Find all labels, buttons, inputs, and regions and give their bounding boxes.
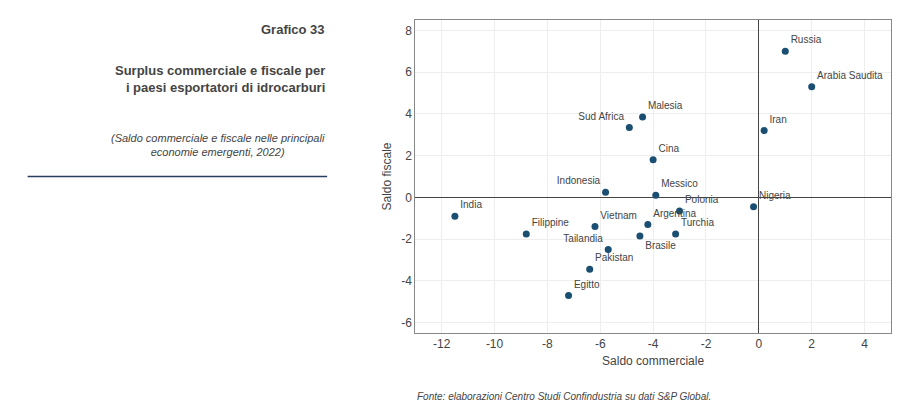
svg-text:Saldo fiscale: Saldo fiscale [380, 142, 394, 210]
svg-text:0: 0 [756, 337, 763, 351]
svg-text:India: India [460, 199, 482, 210]
svg-text:Nigeria: Nigeria [759, 190, 791, 201]
svg-text:Pakistan: Pakistan [595, 252, 633, 263]
svg-text:-12: -12 [433, 337, 451, 351]
svg-text:Russia: Russia [791, 34, 822, 45]
svg-text:Sud Africa: Sud Africa [578, 111, 624, 122]
svg-text:-6: -6 [401, 316, 412, 330]
svg-text:Fonte: elaborazioni Centro Stu: Fonte: elaborazioni Centro Studi Confind… [417, 391, 711, 402]
svg-text:Turchia: Turchia [681, 217, 714, 228]
svg-text:Cina: Cina [659, 143, 680, 154]
svg-text:2: 2 [808, 337, 815, 351]
svg-text:-4: -4 [648, 337, 659, 351]
svg-text:Malesia: Malesia [648, 100, 683, 111]
svg-text:(Saldo commerciale e fiscale n: (Saldo commerciale e fiscale nelle princ… [111, 132, 325, 158]
svg-text:Filippine: Filippine [532, 217, 570, 228]
svg-text:Iran: Iran [770, 114, 787, 125]
svg-text:-2: -2 [401, 232, 412, 246]
svg-text:Grafico 33: Grafico 33 [261, 22, 325, 37]
svg-text:-10: -10 [486, 337, 504, 351]
svg-text:4: 4 [405, 107, 412, 121]
svg-text:Egitto: Egitto [574, 279, 600, 290]
svg-text:6: 6 [405, 65, 412, 79]
svg-text:-4: -4 [401, 274, 412, 288]
svg-text:Surplus commerciale e fiscale: Surplus commerciale e fiscale peri paesi… [115, 63, 325, 95]
svg-text:Tailandia: Tailandia [563, 233, 603, 244]
svg-text:Brasile: Brasile [645, 240, 676, 251]
svg-text:Vietnam: Vietnam [600, 210, 637, 221]
svg-text:-6: -6 [595, 337, 606, 351]
svg-text:8: 8 [405, 24, 412, 38]
svg-text:4: 4 [861, 337, 868, 351]
svg-text:2: 2 [405, 149, 412, 163]
svg-text:-2: -2 [701, 337, 712, 351]
svg-text:Messico: Messico [661, 178, 698, 189]
svg-text:-8: -8 [542, 337, 553, 351]
svg-text:0: 0 [405, 191, 412, 205]
svg-text:Saldo commerciale: Saldo commerciale [602, 354, 704, 368]
svg-text:Indonesia: Indonesia [557, 175, 601, 186]
svg-text:Polonia: Polonia [685, 194, 719, 205]
svg-text:Arabia Saudita: Arabia Saudita [817, 70, 883, 81]
svg-text:Argentina: Argentina [653, 208, 696, 219]
